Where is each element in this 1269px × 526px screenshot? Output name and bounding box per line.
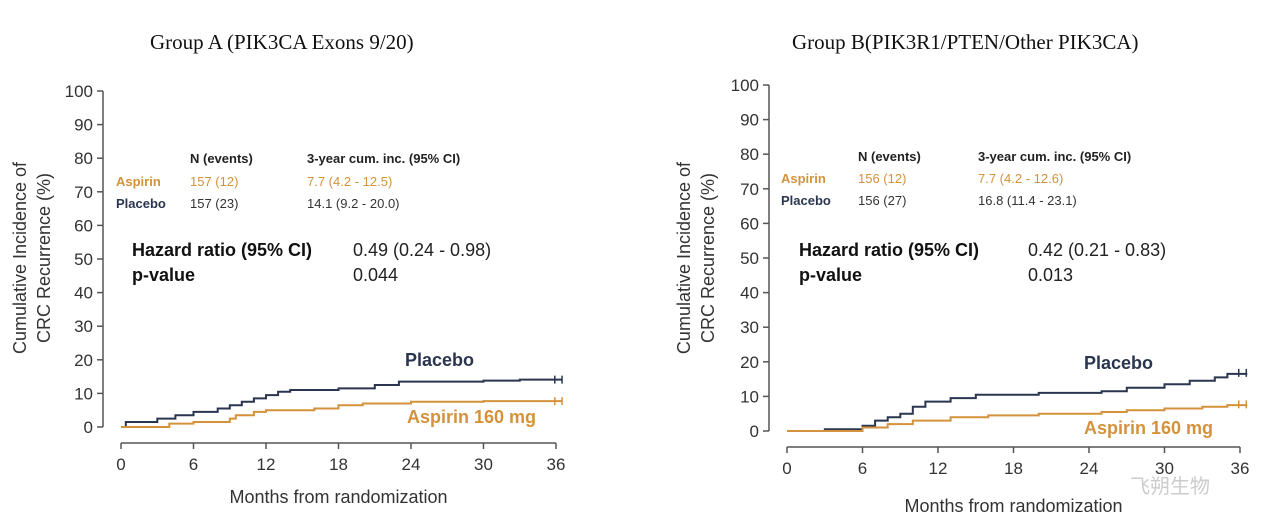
chartb-table-header-n: N (events) bbox=[858, 149, 921, 164]
chartb-y-tick-label: 40 bbox=[740, 284, 759, 303]
charta-table-n-aspirin: 157 (12) bbox=[190, 174, 238, 189]
chartb-x-tick-label: 0 bbox=[782, 459, 791, 478]
chartb-y-tick-label: 20 bbox=[740, 353, 759, 372]
charta-x-tick-label: 0 bbox=[116, 455, 125, 474]
charta-y-tick-label: 80 bbox=[74, 149, 93, 168]
chartb-y-tick-label: 30 bbox=[740, 318, 759, 337]
charta-x-tick-label: 36 bbox=[547, 455, 566, 474]
charta-series-label-aspirin: Aspirin 160 mg bbox=[407, 407, 536, 427]
chartb-y-tick-label: 0 bbox=[750, 422, 759, 441]
charta-y-tick-label: 30 bbox=[74, 317, 93, 336]
chartb-y-tick-label: 90 bbox=[740, 111, 759, 130]
charta-y-tick-label: 10 bbox=[74, 384, 93, 403]
chartb-table-n-placebo: 156 (27) bbox=[858, 193, 906, 208]
charta-y-tick-label: 40 bbox=[74, 284, 93, 303]
charta-x-tick-label: 30 bbox=[474, 455, 493, 474]
panel-b-title: Group B(PIK3R1/PTEN/Other PIK3CA) bbox=[792, 30, 1139, 54]
charta-y-axis-title: Cumulative Incidence of bbox=[10, 161, 30, 354]
chartb-y-axis-title: Cumulative Incidence of bbox=[674, 161, 694, 354]
charta-x-tick-label: 18 bbox=[329, 455, 348, 474]
chartb-table-ci-placebo: 16.8 (11.4 - 23.1) bbox=[978, 193, 1077, 208]
charta-y-tick-label: 60 bbox=[74, 216, 93, 235]
chartb-x-tick-label: 30 bbox=[1155, 459, 1174, 478]
charta-x-axis-title: Months from randomization bbox=[229, 487, 447, 507]
chartb-series-label-placebo: Placebo bbox=[1084, 353, 1153, 373]
charta-p-value: 0.044 bbox=[353, 265, 398, 285]
chartb-y-axis-title: CRC Recurrence (%) bbox=[698, 173, 718, 343]
chartb-y-tick-label: 60 bbox=[740, 214, 759, 233]
chartb-x-tick-label: 18 bbox=[1004, 459, 1023, 478]
charta-table-header-ci: 3-year cum. inc. (95% CI) bbox=[307, 151, 460, 166]
chartb-p-value: 0.013 bbox=[1028, 265, 1073, 285]
charta-table-n-placebo: 157 (23) bbox=[190, 196, 238, 211]
charta-y-tick-label: 20 bbox=[74, 351, 93, 370]
chartb-table-arm-aspirin: Aspirin bbox=[781, 171, 826, 186]
chartb-table-arm-placebo: Placebo bbox=[781, 193, 831, 208]
chartb-series-label-aspirin: Aspirin 160 mg bbox=[1084, 418, 1213, 438]
chartb-hr-value: 0.42 (0.21 - 0.83) bbox=[1028, 240, 1166, 260]
chartb-y-tick-label: 50 bbox=[740, 249, 759, 268]
chartb-y-tick-label: 100 bbox=[731, 76, 759, 95]
charta-curve-aspirin bbox=[121, 400, 562, 428]
chartb-hr-label: Hazard ratio (95% CI) bbox=[799, 240, 979, 260]
chartb-x-tick-label: 24 bbox=[1080, 459, 1099, 478]
charta-y-tick-label: 50 bbox=[74, 250, 93, 269]
charta-table-ci-aspirin: 7.7 (4.2 - 12.5) bbox=[307, 174, 392, 189]
charta-series-label-placebo: Placebo bbox=[405, 350, 474, 370]
chartb-y-tick-label: 70 bbox=[740, 180, 759, 199]
charta-x-tick-label: 12 bbox=[257, 455, 276, 474]
charta-table-ci-placebo: 14.1 (9.2 - 20.0) bbox=[307, 196, 400, 211]
charta-x-tick-label: 24 bbox=[402, 455, 421, 474]
chartb-x-axis-title: Months from randomization bbox=[904, 496, 1122, 516]
charta-y-axis-title: CRC Recurrence (%) bbox=[34, 173, 54, 343]
chartb-table-n-aspirin: 156 (12) bbox=[858, 171, 906, 186]
chartb-curve-aspirin bbox=[787, 404, 1248, 432]
chartb-y-tick-label: 10 bbox=[740, 387, 759, 406]
watermark-text: 飞朔生物 bbox=[1130, 474, 1210, 498]
charta-curve-placebo bbox=[121, 378, 562, 428]
charta-table-arm-placebo: Placebo bbox=[116, 196, 166, 211]
charta-y-tick-label: 70 bbox=[74, 183, 93, 202]
charta-table-arm-aspirin: Aspirin bbox=[116, 174, 161, 189]
charta-y-tick-label: 0 bbox=[84, 418, 93, 437]
chartb-x-tick-label: 12 bbox=[929, 459, 948, 478]
charta-x-tick-label: 6 bbox=[189, 455, 198, 474]
panel-a-title: Group A (PIK3CA Exons 9/20) bbox=[150, 30, 414, 54]
chartb-x-tick-label: 36 bbox=[1231, 459, 1250, 478]
chartb-y-tick-label: 80 bbox=[740, 145, 759, 164]
charta-y-tick-label: 90 bbox=[74, 116, 93, 135]
chartb-table-header-ci: 3-year cum. inc. (95% CI) bbox=[978, 149, 1131, 164]
charta-y-tick-label: 100 bbox=[65, 82, 93, 101]
charta-table-header-n: N (events) bbox=[190, 151, 253, 166]
charta-hr-value: 0.49 (0.24 - 0.98) bbox=[353, 240, 491, 260]
chartb-p-label: p-value bbox=[799, 265, 862, 285]
chartb-x-tick-label: 6 bbox=[858, 459, 867, 478]
chartb-table-ci-aspirin: 7.7 (4.2 - 12.6) bbox=[978, 171, 1063, 186]
charta-hr-label: Hazard ratio (95% CI) bbox=[132, 240, 312, 260]
charta-p-label: p-value bbox=[132, 265, 195, 285]
chartb-curve-placebo bbox=[787, 372, 1248, 432]
